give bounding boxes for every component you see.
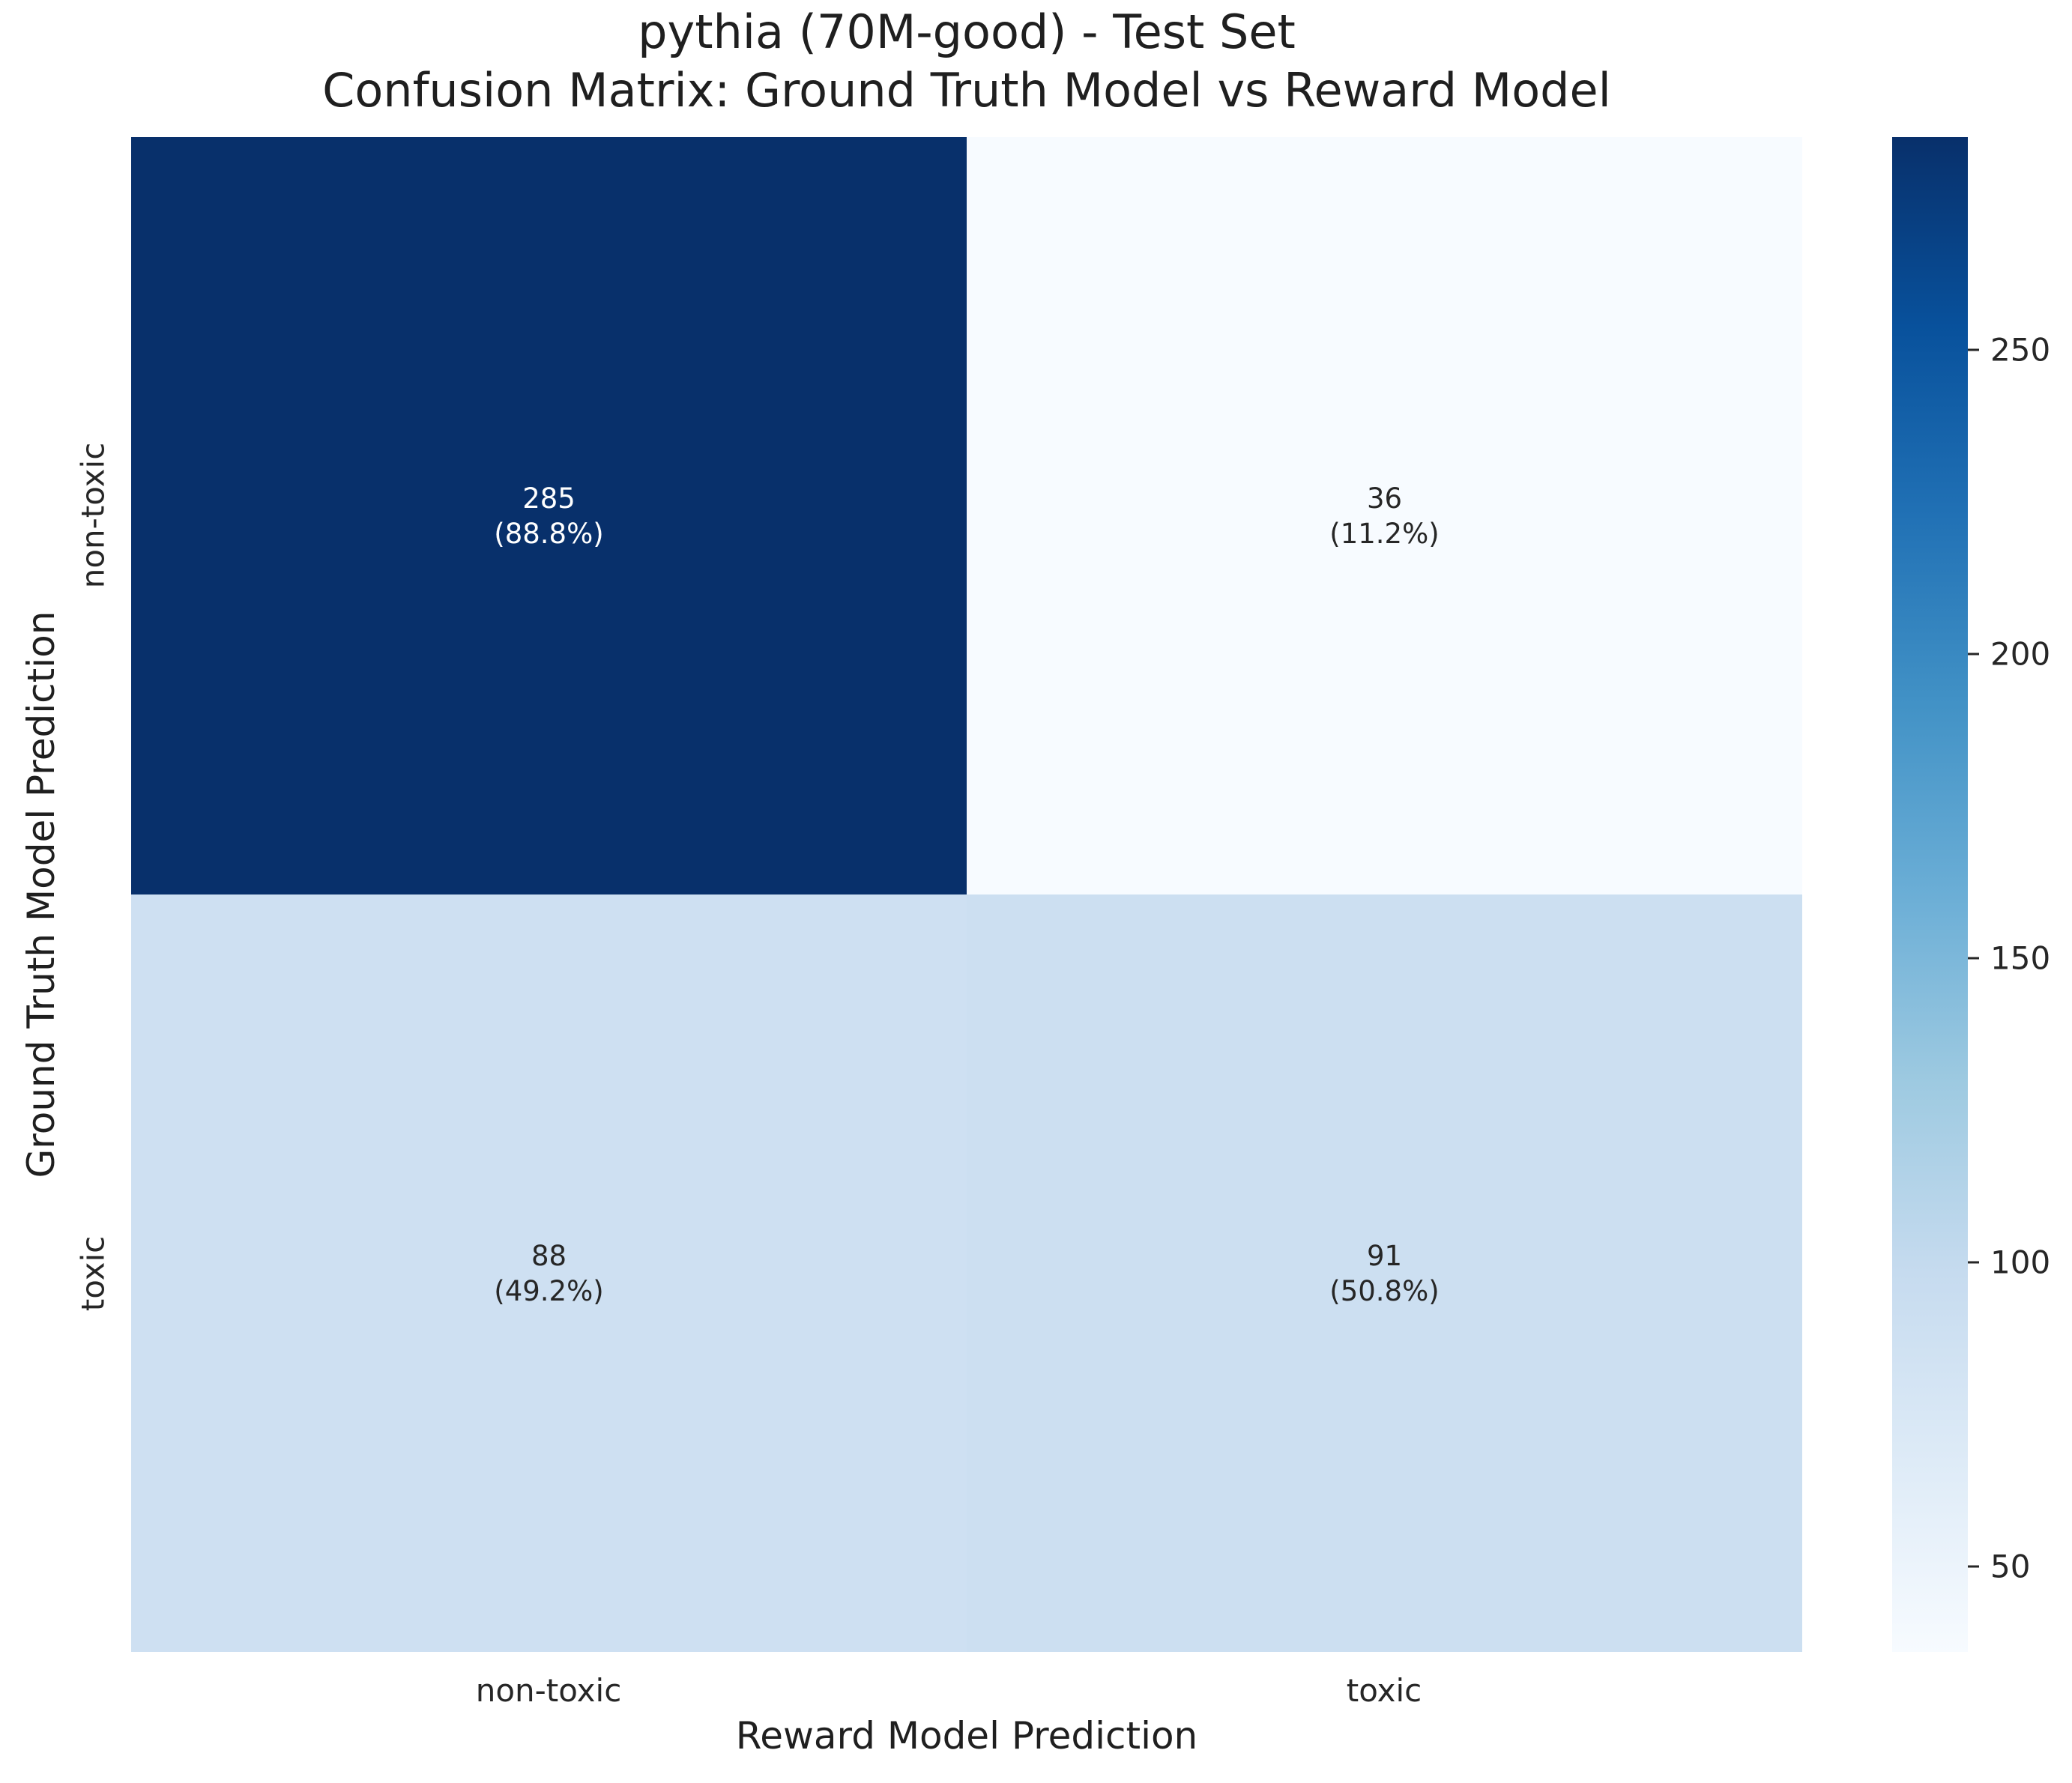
cell-toxic-nontoxic: 88 (49.2%) [131,894,967,1652]
colorbar-gradient [1892,137,1968,1652]
chart-title: pythia (70M-good) - Test Set Confusion M… [131,3,1802,120]
cell-nontoxic-toxic: 36 (11.2%) [967,137,1802,894]
colorbar-tick-label: 150 [1990,939,2051,977]
cell-percent: (49.2%) [494,1274,604,1307]
cell-percent: (11.2%) [1329,517,1440,550]
colorbar-tick-label: 250 [1990,331,2051,369]
y-axis-label: Ground Truth Model Prediction [19,611,63,1178]
colorbar-tick-mark [1968,1565,1979,1568]
x-axis-label: Reward Model Prediction [735,1714,1198,1758]
colorbar-tick-label: 100 [1990,1244,2051,1281]
colorbar: 250 200 150 100 50 [1892,137,2050,1652]
y-tick-non-toxic: non-toxic [74,442,112,589]
colorbar-tick-mark [1968,957,1979,960]
chart-title-line-1: pythia (70M-good) - Test Set [638,4,1296,59]
cell-count: 91 [1366,1239,1403,1272]
heatmap-grid: 285 (88.8%) 36 (11.2%) 88 (49.2%) 91 (50… [131,137,1802,1652]
colorbar-tick-mark [1968,1261,1979,1264]
colorbar-tick-label: 200 [1990,635,2051,673]
colorbar-tick-label: 50 [1990,1548,2031,1585]
cell-toxic-toxic: 91 (50.8%) [967,894,1802,1652]
y-tick-toxic: toxic [74,1235,112,1312]
cell-count: 36 [1366,482,1403,515]
cell-percent: (88.8%) [494,517,604,550]
x-tick-toxic: toxic [1346,1672,1422,1709]
cell-count: 285 [522,482,576,515]
chart-title-line-2: Confusion Matrix: Ground Truth Model vs … [322,63,1611,118]
cell-count: 88 [531,1239,567,1272]
colorbar-tick-mark [1968,348,1979,351]
x-tick-non-toxic: non-toxic [475,1672,622,1709]
colorbar-tick-mark [1968,653,1979,656]
cell-percent: (50.8%) [1329,1274,1440,1307]
cell-nontoxic-nontoxic: 285 (88.8%) [131,137,967,894]
